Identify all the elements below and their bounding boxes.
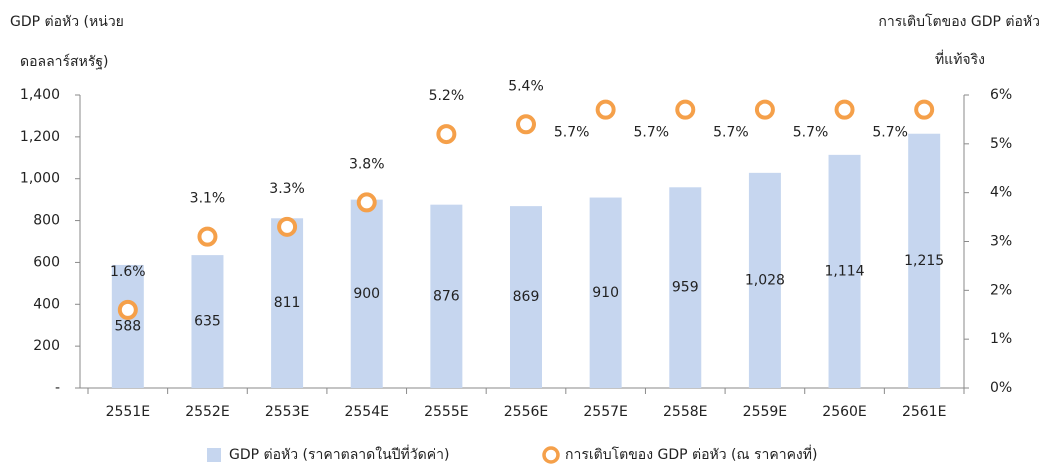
y-tick-label: 800: [33, 213, 60, 229]
x-tick-label: 2557E: [583, 404, 627, 420]
x-tick-label: 2551E: [106, 404, 150, 420]
growth-point: [754, 99, 775, 120]
legend-swatch: [542, 446, 560, 464]
growth-label: 5.7%: [633, 125, 669, 141]
growth-label: 5.4%: [508, 78, 544, 94]
growth-point: [675, 99, 696, 120]
growth-point: [595, 99, 616, 120]
y-axis-title: ดอลลาร์สหรัฐ): [20, 53, 109, 70]
growth-label: 3.8%: [349, 156, 385, 172]
bar-label: 869: [513, 289, 540, 305]
growth-label: 1.6%: [110, 264, 146, 280]
y2-tick-label: 3%: [990, 234, 1012, 250]
growth-point: [914, 99, 935, 120]
x-tick-label: 2552E: [185, 404, 229, 420]
bar: [669, 187, 702, 388]
bar-label: 876: [433, 288, 460, 304]
growth-label: 3.3%: [269, 181, 305, 197]
growth-label: 5.7%: [872, 125, 908, 141]
x-tick-label: 2560E: [822, 404, 866, 420]
bar: [828, 154, 861, 388]
bar-label: 811: [274, 295, 301, 311]
bar-label: 900: [353, 286, 380, 302]
bar-label: 1,215: [904, 253, 944, 269]
growth-point: [117, 299, 138, 320]
growth-point: [516, 114, 536, 135]
y-tick-label: 400: [33, 296, 60, 312]
x-tick-label: 2558E: [663, 404, 707, 420]
bar: [271, 218, 304, 388]
bar-label: 1,114: [824, 263, 864, 279]
growth-point: [197, 226, 218, 247]
bar: [589, 197, 622, 388]
bar: [748, 172, 781, 388]
y2-axis-title: ที่แท้จริง: [935, 50, 985, 68]
y2-tick-label: 2%: [990, 282, 1012, 298]
y-tick-label: 1,200: [20, 129, 60, 145]
x-tick-label: 2553E: [265, 404, 309, 420]
legend-label: การเติบโตของ GDP ต่อหัว (ณ ราคาคงที่): [565, 445, 817, 463]
x-tick-label: 2561E: [902, 404, 946, 420]
x-tick-label: 2555E: [424, 404, 468, 420]
bar-label: 910: [592, 285, 619, 301]
bar-label: 1,028: [745, 272, 785, 288]
growth-label: 3.1%: [190, 191, 226, 207]
bar: [430, 204, 463, 388]
y-tick-label: -: [55, 380, 60, 396]
growth-label: 5.2%: [429, 88, 465, 104]
bar: [510, 206, 542, 388]
bar-label: 588: [114, 318, 141, 334]
bar-label: 959: [672, 280, 699, 296]
legend-label: GDP ต่อหัว (ราคาตลาดในปีที่วัดค่า): [229, 445, 449, 463]
growth-point: [277, 216, 298, 237]
growth-point: [436, 124, 457, 145]
growth-label: 5.7%: [713, 125, 749, 141]
growth-label: 5.7%: [554, 125, 590, 141]
growth-label: 5.7%: [793, 125, 829, 141]
y2-tick-label: 1%: [990, 331, 1012, 347]
y-tick-label: 200: [33, 338, 60, 354]
bar: [191, 255, 224, 388]
y2-tick-label: 4%: [990, 185, 1012, 201]
y-tick-label: 1,000: [20, 171, 60, 187]
x-tick-label: 2559E: [743, 404, 787, 420]
growth-point: [356, 192, 377, 213]
bar: [908, 133, 941, 388]
bar-label: 635: [194, 314, 221, 330]
growth-point: [834, 99, 855, 120]
y-axis-title: GDP ต่อหัว (หน่วย: [10, 14, 124, 30]
x-tick-label: 2556E: [504, 404, 548, 420]
y2-tick-label: 0%: [990, 380, 1012, 396]
y2-tick-label: 5%: [990, 136, 1012, 152]
y-tick-label: 600: [33, 254, 60, 270]
y-tick-label: 1,400: [20, 87, 60, 103]
bar: [350, 199, 383, 388]
y2-axis-title: การเติบโตของ GDP ต่อหัว: [878, 13, 1040, 30]
bar: [111, 264, 144, 388]
y2-tick-label: 6%: [990, 87, 1012, 103]
x-tick-label: 2554E: [344, 404, 388, 420]
legend-swatch: [207, 448, 221, 462]
